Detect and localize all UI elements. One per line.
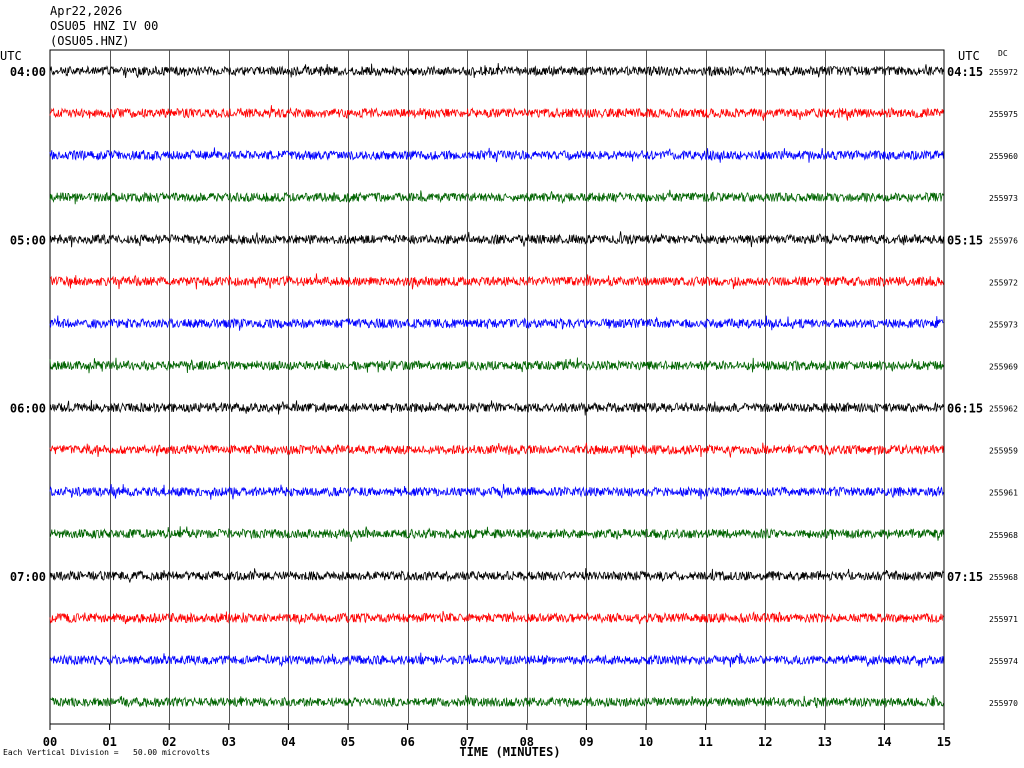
trace-row [49,652,944,668]
row-dc-offset: 255970 [989,699,1018,708]
x-tick-label: 04 [281,735,295,749]
row-dc-offset: 255961 [989,489,1018,498]
row-start-time: 04:00 [10,65,46,79]
vertical-division-note: Each Vertical Division = 50.00 microvolt… [3,748,211,757]
station-code: (OSU05.HNZ) [50,34,130,48]
x-tick-label: 12 [758,735,772,749]
row-end-time: 05:15 [947,233,983,247]
trace-row [49,273,944,290]
row-end-time: 06:15 [947,402,983,416]
station-line: OSU05 HNZ IV 00 [50,19,159,33]
row-dc-offset: 255972 [989,68,1018,77]
trace-row [49,147,944,163]
x-tick-label: 10 [639,735,653,749]
row-dc-offset: 255962 [989,405,1018,414]
row-start-time: 05:00 [10,233,46,247]
trace-row [49,231,944,248]
row-end-time: 07:15 [947,570,983,584]
x-tick-label: 05 [341,735,355,749]
row-dc-offset: 255975 [989,110,1018,119]
trace-row [49,610,944,625]
x-tick-label: 08 [520,735,534,749]
trace-row [49,568,944,583]
trace-row [49,526,944,542]
x-tick-label: 14 [877,735,891,749]
row-dc-offset: 255968 [989,531,1018,540]
seismic-traces [49,63,944,709]
trace-row [49,63,944,79]
x-tick-label: 09 [579,735,593,749]
row-start-time: 06:00 [10,402,46,416]
utc-label-left: UTC [0,49,22,63]
x-tick-label: 03 [222,735,236,749]
x-tick-label: 07 [460,735,474,749]
x-tick-label: 01 [102,735,116,749]
row-dc-offset: 255971 [989,615,1018,624]
row-dc-offset: 255974 [989,657,1018,666]
row-labels: 04:00 04:15 255972 255975 255960 255973 05:00 0… [10,65,1018,708]
grid-lines [49,49,945,725]
plot-frame [49,49,945,725]
trace-row [49,189,944,205]
trace-row [49,695,944,709]
row-dc-offset: 255969 [989,362,1018,371]
x-tick-label: 13 [818,735,832,749]
trace-row [49,315,944,331]
row-dc-offset: 255968 [989,573,1018,582]
utc-label-right: UTC [958,49,980,63]
helicorder-date: Apr22,2026 [50,4,123,18]
time-axis: 00 01 02 03 04 05 06 07 08 09 10 11 12 13 14 15 TIME (MI… [43,724,951,759]
trace-row [49,400,944,416]
trace-row [49,442,944,458]
x-tick-label: 15 [937,735,951,749]
row-dc-offset: 255959 [989,447,1018,456]
trace-row [49,357,944,374]
trace-row [49,105,944,121]
row-dc-offset: 255973 [989,320,1018,329]
x-axis-label: TIME (MINUTES) [459,745,560,759]
x-tick-label: 11 [698,735,712,749]
row-start-time: 07:00 [10,570,46,584]
row-dc-offset: 255976 [989,236,1018,245]
row-dc-offset: 255973 [989,194,1018,203]
x-tick-label: 06 [400,735,414,749]
row-dc-offset: 255960 [989,152,1018,161]
x-tick-label: 02 [162,735,176,749]
row-end-time: 04:15 [947,65,983,79]
trace-row [49,483,944,500]
row-dc-offset: 255972 [989,278,1018,287]
x-tick-label: 00 [43,735,57,749]
dc-column-label: DC [998,49,1008,58]
